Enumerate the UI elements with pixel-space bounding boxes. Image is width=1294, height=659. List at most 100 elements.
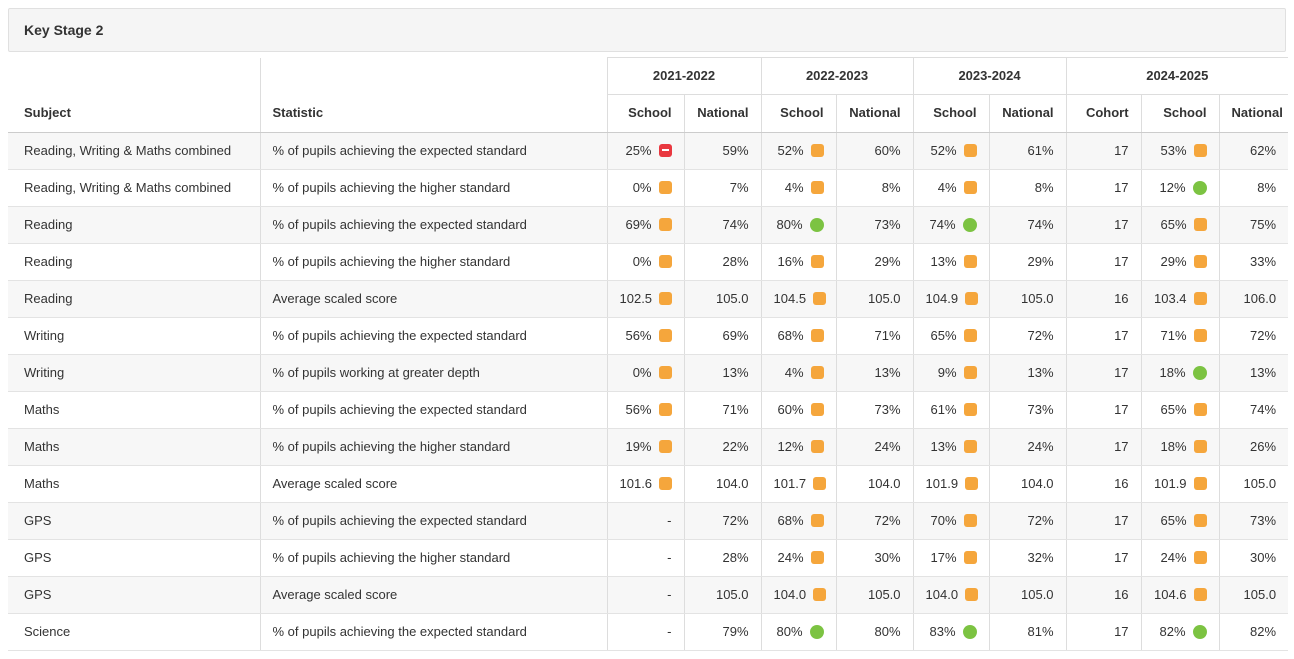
subject-cell: Science <box>8 613 260 651</box>
value-cell: 69% <box>683 317 762 355</box>
value-cell: 61% <box>912 391 990 429</box>
value-cell: 65% <box>1140 391 1220 429</box>
subject-cell: Maths <box>8 428 260 466</box>
cell-value: 61% <box>930 402 957 417</box>
orange-square-icon <box>965 477 979 490</box>
cell-value: 16% <box>777 254 804 269</box>
value-cell: 29% <box>835 243 914 281</box>
orange-square-icon <box>810 255 824 268</box>
cell-value: 28% <box>722 550 749 565</box>
value-cell: 101.6 <box>606 465 684 503</box>
value-cell: 74% <box>912 206 990 244</box>
cell-value: 65% <box>1160 217 1187 232</box>
value-cell: 71% <box>683 391 762 429</box>
cell-value: 72% <box>874 513 901 528</box>
orange-square-icon <box>1193 255 1207 268</box>
cell-value: 104.5 <box>773 291 807 306</box>
value-cell: 60% <box>760 391 837 429</box>
value-cell: 53% <box>1140 132 1220 170</box>
cell-value: 53% <box>1160 143 1187 158</box>
value-cell: 17 <box>1065 317 1142 355</box>
value-cell: 17 <box>1065 613 1142 651</box>
value-cell: 17 <box>1065 132 1142 170</box>
value-cell: - <box>606 502 684 540</box>
value-cell: 104.0 <box>683 465 762 503</box>
green-circle-icon <box>809 218 824 232</box>
cell-value: 29% <box>1027 254 1054 269</box>
statistic-cell: % of pupils achieving the expected stand… <box>259 132 607 170</box>
cell-value: 80% <box>874 624 901 639</box>
value-cell: 104.0 <box>912 576 990 614</box>
cell-value: 16 <box>1114 291 1129 306</box>
value-cell: 62% <box>1218 132 1289 170</box>
year-group-header-2024-2025: 2024-2025 <box>1065 57 1289 95</box>
cell-value: 30% <box>1250 550 1277 565</box>
value-cell: 16 <box>1065 576 1142 614</box>
cell-value: 105.0 <box>1021 587 1054 602</box>
green-circle-icon <box>1192 366 1207 380</box>
orange-square-icon <box>963 144 977 157</box>
value-cell: 72% <box>1218 317 1289 355</box>
orange-square-icon <box>658 329 672 342</box>
value-cell: 25% <box>606 132 684 170</box>
value-cell: 65% <box>1140 502 1220 540</box>
value-cell: 16% <box>760 243 837 281</box>
value-cell: 105.0 <box>835 280 914 318</box>
cell-value: 81% <box>1027 624 1054 639</box>
green-circle-icon <box>962 625 977 639</box>
section-header: Key Stage 2 <box>8 8 1286 52</box>
column-header-school-2021-2022: School <box>606 94 684 133</box>
statistic-cell: Average scaled score <box>259 576 607 614</box>
orange-square-icon <box>1193 551 1207 564</box>
cell-value: 22% <box>722 439 749 454</box>
cell-value: 17 <box>1114 217 1129 232</box>
value-cell: 0% <box>606 243 684 281</box>
cell-value: 103.4 <box>1154 291 1187 306</box>
cell-value: 65% <box>930 328 957 343</box>
cell-value: 56% <box>625 328 652 343</box>
cell-value: 65% <box>1160 402 1187 417</box>
value-cell: 72% <box>988 317 1067 355</box>
value-cell: 104.5 <box>760 280 837 318</box>
value-cell: 13% <box>835 354 914 392</box>
value-cell: 24% <box>835 428 914 466</box>
cell-value: 61% <box>1027 143 1054 158</box>
green-circle-icon <box>1192 625 1207 639</box>
value-cell: 73% <box>835 391 914 429</box>
column-header-school-2024-2025: School <box>1140 94 1220 133</box>
value-cell: 13% <box>912 243 990 281</box>
value-cell: 56% <box>606 391 684 429</box>
value-cell: 74% <box>683 206 762 244</box>
value-cell: - <box>606 576 684 614</box>
value-cell: 105.0 <box>988 280 1067 318</box>
cell-value: 17 <box>1114 143 1129 158</box>
table-row: Reading Average scaled score 102.5 105.0 104… <box>8 280 1289 318</box>
cell-value: 75% <box>1250 217 1277 232</box>
orange-square-icon <box>810 144 824 157</box>
value-cell: 82% <box>1218 613 1289 651</box>
orange-square-icon <box>658 181 672 194</box>
value-cell: 104.0 <box>760 576 837 614</box>
subject-cell: Writing <box>8 354 260 392</box>
value-cell: 22% <box>683 428 762 466</box>
cell-value: 105.0 <box>1243 476 1277 491</box>
value-cell: 105.0 <box>988 576 1067 614</box>
value-cell: 102.5 <box>606 280 684 318</box>
cell-value: 0% <box>632 365 652 380</box>
cell-value: 18% <box>1159 365 1186 380</box>
value-cell: 24% <box>1140 539 1220 577</box>
cell-value: 17 <box>1114 513 1129 528</box>
cell-value: 16 <box>1114 587 1129 602</box>
value-cell: 16 <box>1065 280 1142 318</box>
cell-value: 73% <box>1250 513 1277 528</box>
column-header-national-2021-2022: National <box>683 94 762 133</box>
cell-value: 73% <box>874 217 901 232</box>
statistic-cell: % of pupils achieving the expected stand… <box>259 206 607 244</box>
cell-value: 26% <box>1250 439 1277 454</box>
value-cell: 103.4 <box>1140 280 1220 318</box>
orange-square-icon <box>813 292 827 305</box>
cell-value: 74% <box>722 217 749 232</box>
value-cell: 19% <box>606 428 684 466</box>
cell-value: 25% <box>625 143 652 158</box>
